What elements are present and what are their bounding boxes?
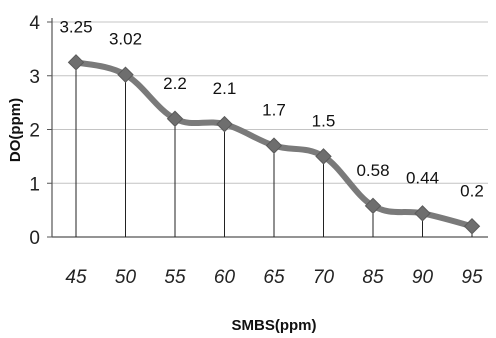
y-tick-label: 3	[29, 67, 40, 88]
x-axis-title: SMBS(ppm)	[232, 317, 317, 334]
data-label: 1.7	[262, 101, 286, 120]
data-label: 0.44	[406, 168, 439, 187]
y-tick-label: 0	[29, 228, 40, 249]
data-point-marker	[216, 115, 233, 133]
data-label: 2.2	[163, 74, 187, 93]
y-tick-label: 1	[29, 174, 40, 195]
drop-lines	[75, 62, 473, 237]
data-label: 1.5	[312, 111, 336, 130]
data-point-marker	[414, 205, 431, 222]
x-tick-label: 85	[362, 267, 384, 288]
x-tick-label: 65	[263, 267, 285, 288]
axes	[47, 18, 488, 238]
x-tick-label: 90	[412, 267, 434, 288]
x-tick-label: 50	[115, 267, 137, 288]
x-tick-label: 95	[461, 267, 483, 288]
x-tick-label: 60	[214, 267, 236, 288]
data-label: 2.1	[213, 79, 237, 98]
data-point-marker	[67, 54, 85, 71]
y-tick-labels: 0 1 2 3 4	[29, 13, 40, 249]
x-tick-label: 70	[313, 267, 335, 288]
x-tick-label: 45	[65, 267, 87, 288]
data-point-marker	[117, 66, 134, 83]
data-label: 0.58	[356, 161, 389, 180]
x-tick-label: 55	[164, 267, 186, 288]
y-tick-label: 4	[29, 13, 40, 34]
data-label: 3.02	[109, 30, 142, 49]
data-point-marker	[364, 197, 382, 215]
data-point-marker	[166, 110, 184, 127]
y-axis-title: DO(ppm)	[7, 98, 24, 162]
data-labels: 3.25 3.02 2.2 2.1 1.7 1.5 0.58 0.44 0.2	[59, 17, 483, 200]
data-point-marker	[265, 137, 283, 154]
data-point-marker	[315, 148, 332, 165]
data-label: 0.2	[460, 181, 484, 200]
series-group	[67, 54, 481, 235]
x-tick-labels: 45 50 55 60 65 70 85 90 95	[65, 267, 483, 288]
data-point-marker	[463, 218, 481, 235]
data-label: 3.25	[59, 17, 92, 36]
y-tick-label: 2	[29, 121, 40, 142]
